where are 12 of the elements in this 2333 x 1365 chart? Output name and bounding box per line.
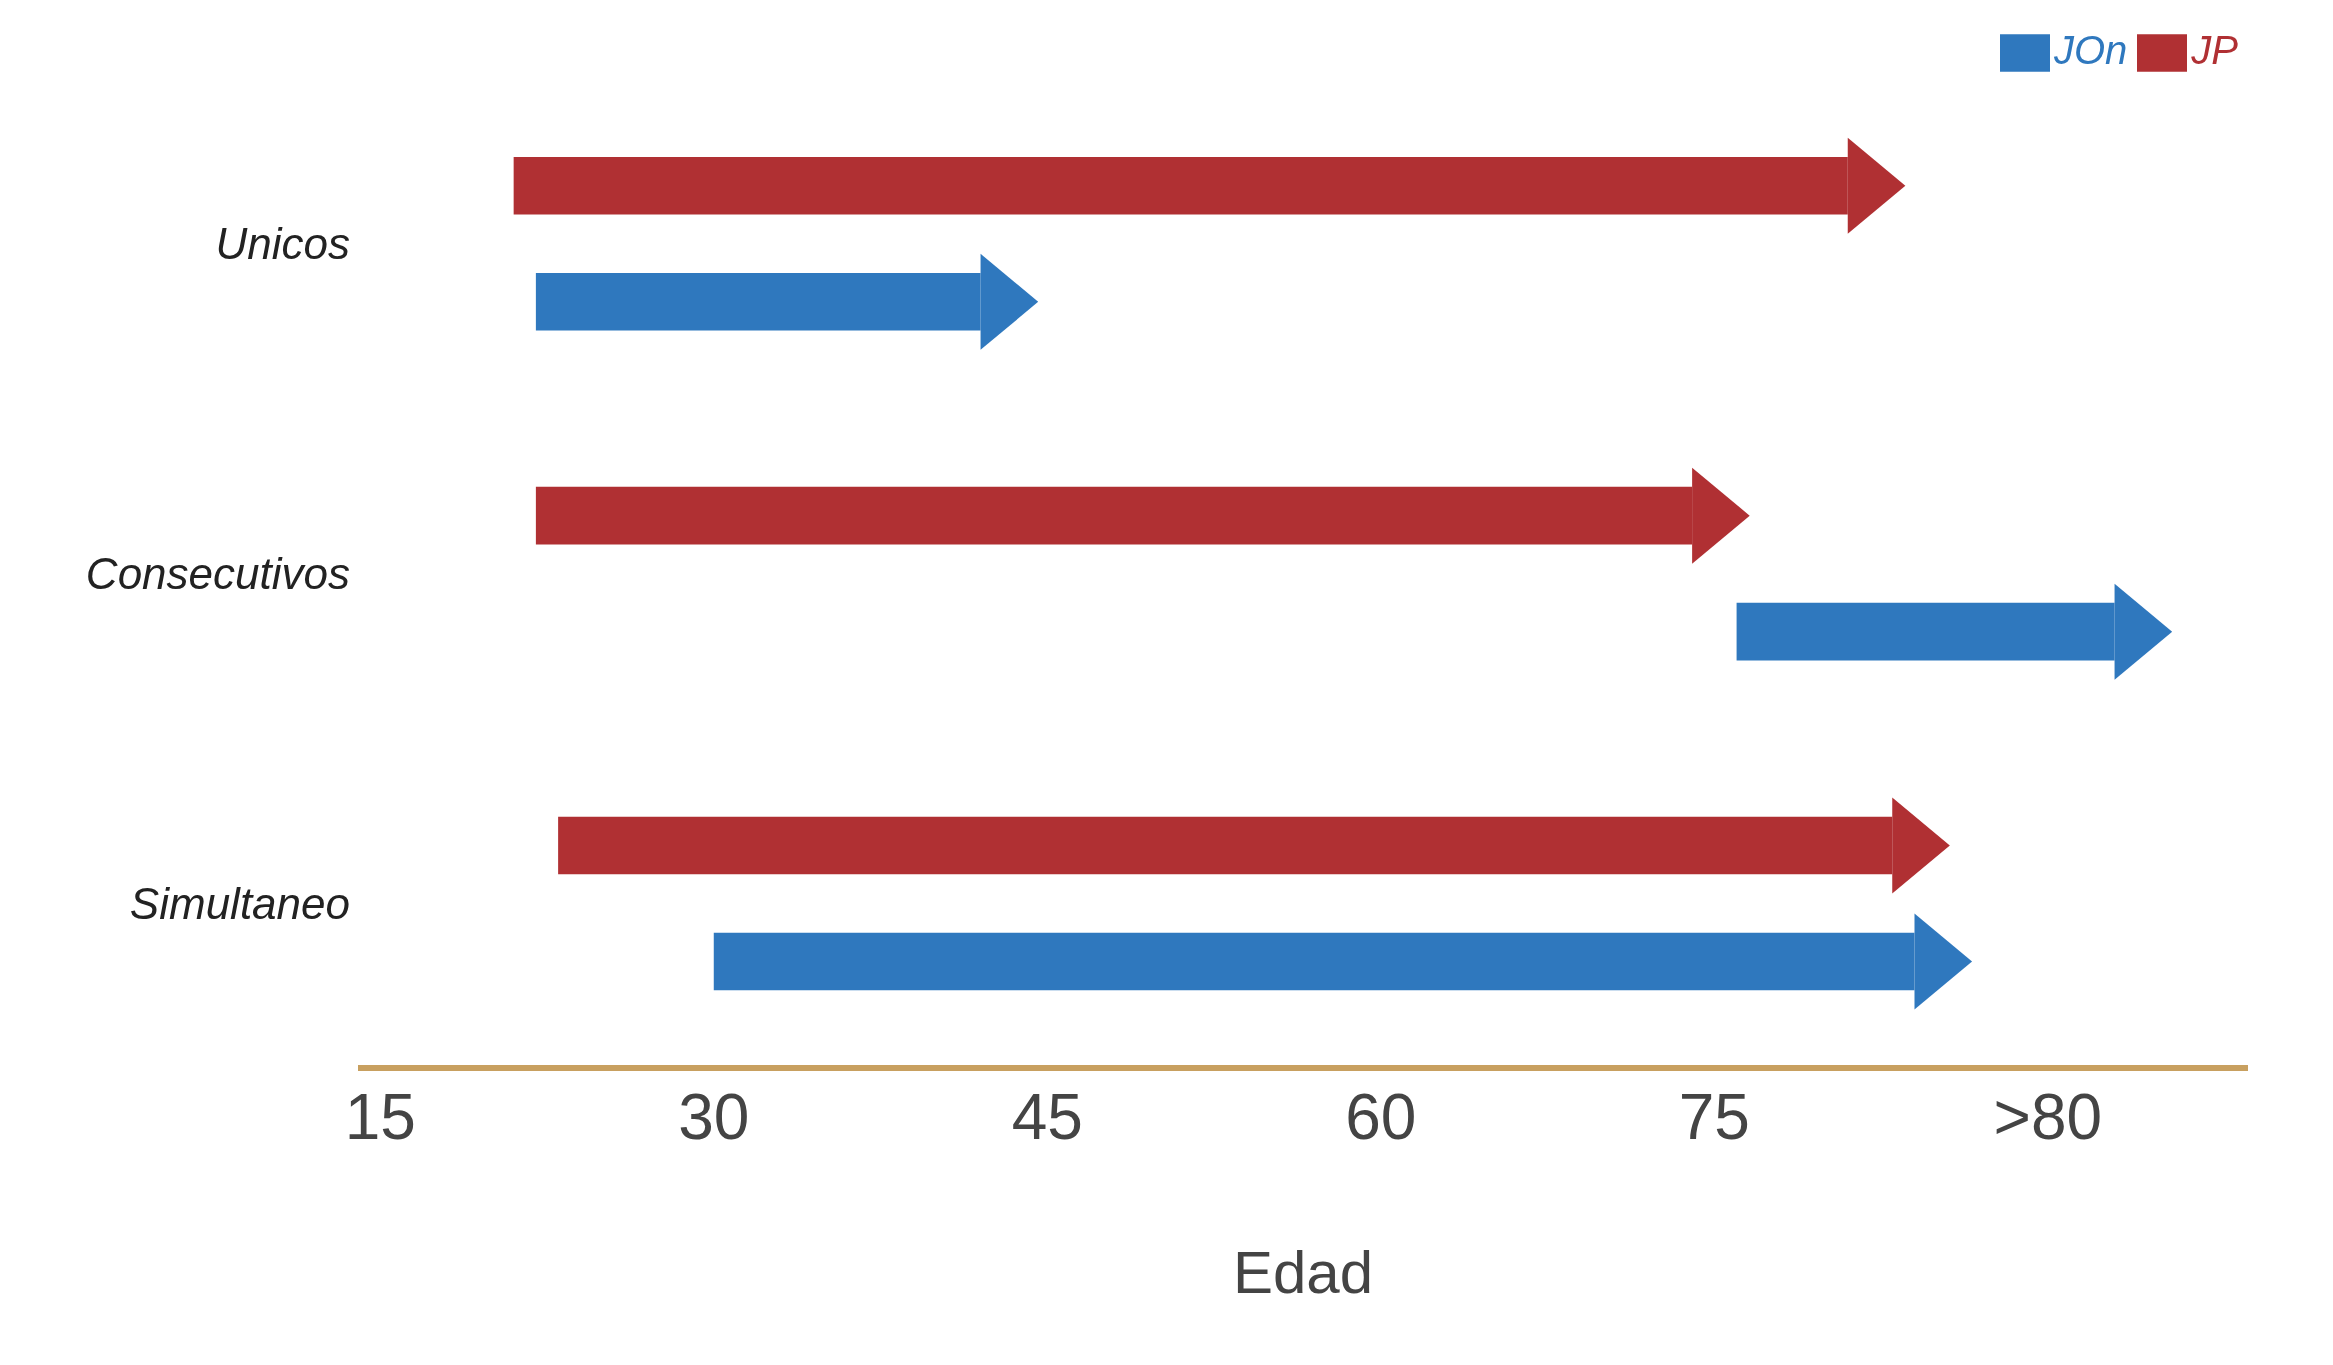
y-tick-label: Unicos	[215, 218, 350, 268]
x-axis-title: Edad	[1232, 1239, 1374, 1306]
legend-label: JOn	[2053, 28, 2128, 72]
x-tick-label: 45	[1011, 1081, 1083, 1154]
legend-label: JP	[2191, 28, 2238, 72]
x-tick-label: 30	[678, 1081, 750, 1154]
y-tick-label: Consecutivos	[85, 548, 350, 598]
y-tick-label: Simultaneo	[129, 878, 350, 928]
x-tick-label: 60	[1345, 1081, 1417, 1154]
x-tick-label: 75	[1678, 1081, 1750, 1154]
x-tick-label: >80	[1993, 1081, 2103, 1154]
x-tick-label: 15	[344, 1081, 416, 1154]
